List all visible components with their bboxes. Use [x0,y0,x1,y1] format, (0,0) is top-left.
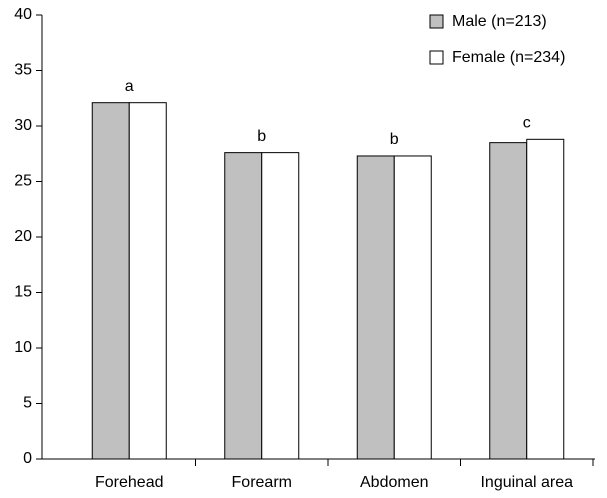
annotation: b [257,128,266,145]
legend-swatch [429,14,444,29]
y-tick-label: 0 [23,450,32,467]
annotation: c [523,115,531,132]
y-tick-label: 25 [14,173,32,190]
y-tick-label: 10 [14,339,32,356]
annotation: a [125,78,134,95]
annotation: b [390,131,399,148]
bar [356,155,395,460]
x-tick-label: Forearm [232,474,292,491]
y-tick-label: 30 [14,117,32,134]
bar [526,138,565,460]
y-tick-label: 40 [14,6,32,23]
bar [224,152,263,460]
y-tick-label: 5 [23,395,32,412]
bar [128,102,167,460]
legend-swatch [429,50,444,65]
y-tick-label: 35 [14,62,32,79]
bar [261,152,300,460]
legend-label: Male (n=213) [452,13,547,30]
y-tick-label: 20 [14,228,32,245]
x-tick-label: Inguinal area [480,474,573,491]
bar [91,102,130,460]
y-tick-label: 15 [14,284,32,301]
bar [393,155,432,460]
x-tick-label: Forehead [95,474,164,491]
x-tick-label: Abdomen [360,474,429,491]
bar [489,142,528,460]
legend-label: Female (n=234) [452,49,565,66]
